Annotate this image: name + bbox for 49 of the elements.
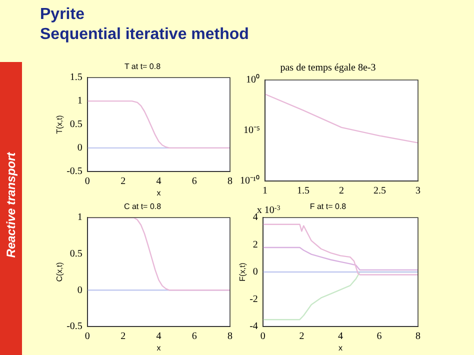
y-tick-label: -4 — [250, 321, 258, 332]
text: Pyrite — [40, 6, 84, 24]
y-tick-label: 0 — [252, 266, 258, 278]
y-tick-label: 0.5 — [70, 248, 82, 260]
x-tick-label: 1.5 — [297, 186, 310, 197]
y-tick-label: 10⁻⁵ — [244, 125, 260, 136]
x-tick-label: 6 — [376, 331, 382, 342]
x-tick-label: 2 — [120, 331, 126, 342]
y-axis-title: C(x,t) — [55, 262, 64, 282]
x-axis-title: x — [156, 188, 161, 198]
y-tick-label: -0.5 — [66, 166, 82, 178]
chart-title: C at t= 0.8 — [124, 202, 162, 212]
x-tick-label: 1 — [262, 186, 268, 197]
x-tick-label: 4 — [338, 331, 343, 342]
y-axis-title: T(x,t) — [55, 114, 64, 134]
x-tick-label: 8 — [228, 176, 232, 188]
x-tick-label: 2 — [299, 331, 304, 342]
y-tick-label: 1 — [77, 212, 82, 224]
y-tick-label: 1 — [77, 96, 82, 107]
x-tick-label: 0 — [84, 176, 90, 188]
y-tick-label: 10⁻¹⁰ — [240, 174, 260, 187]
x-tick-label: 4 — [156, 176, 162, 188]
x-tick-label: 3 — [416, 186, 420, 197]
x-tick-label: 4 — [156, 331, 162, 342]
x-tick-label: 6 — [192, 176, 197, 188]
x-tick-label: 0 — [84, 331, 90, 342]
x-tick-label: 2.5 — [374, 186, 386, 197]
y-tick-label: -0.5 — [66, 321, 82, 332]
x-tick-label: 2 — [120, 176, 126, 188]
text: Sequential iterative method — [40, 26, 249, 44]
y-tick-label: -2 — [250, 294, 258, 305]
y-tick-label: 0 — [77, 142, 82, 154]
y-tick-label: 10⁰ — [246, 74, 260, 86]
chart-title: T at t= 0.8 — [124, 62, 162, 72]
x-axis-title: x — [156, 343, 161, 352]
x-tick-label: 8 — [228, 331, 232, 342]
y-tick-label: 0 — [77, 284, 82, 296]
y-tick-label: 1.5 — [70, 72, 82, 84]
y-tick-label: 4 — [252, 212, 258, 224]
x-axis-title: x — [338, 343, 342, 352]
y-tick-label: 2 — [252, 239, 258, 250]
y-axis-title: F(x,t) — [238, 262, 248, 282]
text: Reactive transport — [4, 152, 18, 258]
y-tick-label: 0.5 — [70, 119, 82, 130]
chart-title: F at t= 0.8 — [310, 202, 347, 212]
x-tick-label: 6 — [192, 331, 197, 342]
x-tick-label: 2 — [339, 186, 344, 197]
chart-title: pas de temps égale 8e-3 — [280, 62, 376, 74]
x-tick-label: 8 — [416, 331, 420, 342]
